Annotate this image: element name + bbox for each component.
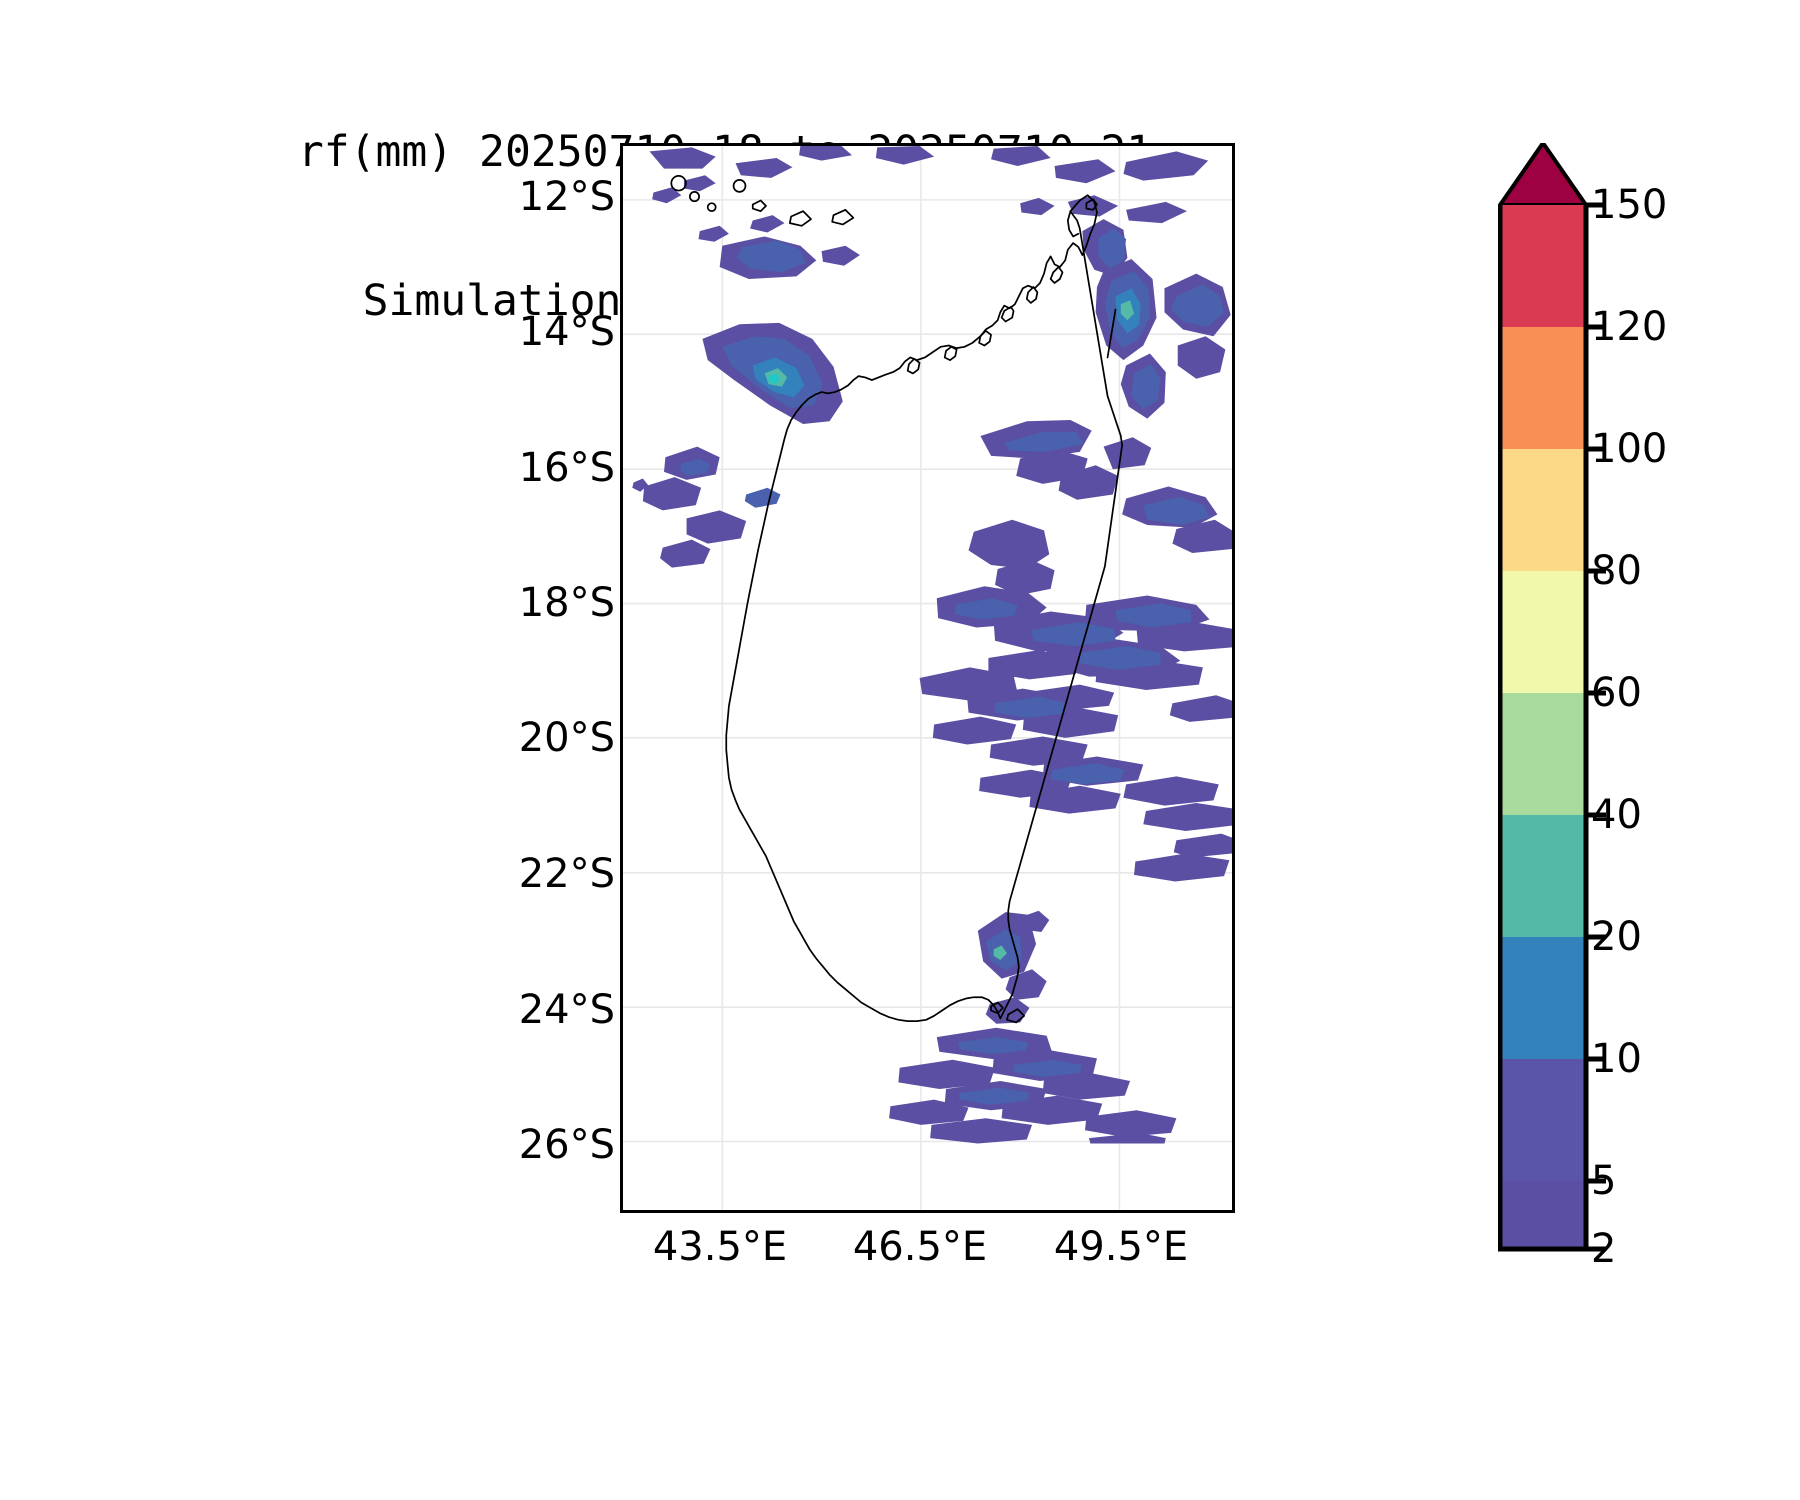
cbar-label-10: 10 bbox=[1591, 1036, 1642, 1082]
cbar-label-20: 20 bbox=[1591, 914, 1642, 960]
ytick-label-14S: 14°S bbox=[518, 309, 615, 355]
ytick-label-18S: 18°S bbox=[518, 580, 615, 626]
cbar-label-120: 120 bbox=[1591, 304, 1668, 350]
cbar-label-2: 2 bbox=[1591, 1226, 1617, 1272]
ytick-label-24S: 24°S bbox=[518, 987, 615, 1033]
xtick-label-49-5E: 49.5°E bbox=[1053, 1224, 1189, 1270]
colorbar[interactable]: 150 120 100 80 60 40 20 10 5 2 bbox=[1498, 143, 1798, 1272]
ytick-label-26S: 26°S bbox=[518, 1122, 615, 1168]
ytick-label-16S: 16°S bbox=[518, 445, 615, 491]
map-axes[interactable] bbox=[620, 143, 1235, 1213]
cbar-label-60: 60 bbox=[1591, 670, 1642, 716]
cbar-label-5: 5 bbox=[1591, 1158, 1617, 1204]
cbar-label-150: 150 bbox=[1591, 182, 1668, 228]
map-plot-area bbox=[623, 146, 1232, 1210]
rain-band-2-5mm bbox=[632, 146, 1232, 1144]
rain-band-40-60mm bbox=[768, 373, 781, 385]
rain-band-5-10mm bbox=[679, 228, 1225, 1105]
xtick-label-46-5E: 46.5°E bbox=[852, 1224, 988, 1270]
colorbar-extend-arrow bbox=[1498, 143, 1588, 207]
ytick-label-22S: 22°S bbox=[518, 851, 615, 897]
xtick-label-43-5E: 43.5°E bbox=[652, 1224, 788, 1270]
map-svg bbox=[623, 146, 1232, 1210]
cbar-label-40: 40 bbox=[1591, 792, 1642, 838]
ytick-label-20S: 20°S bbox=[518, 715, 615, 761]
cbar-label-100: 100 bbox=[1591, 426, 1668, 472]
cbar-label-80: 80 bbox=[1591, 548, 1642, 594]
coastline-madagascar bbox=[670, 175, 1123, 1024]
ytick-label-12S: 12°S bbox=[518, 174, 615, 220]
colorbar-svg bbox=[1498, 143, 1606, 1252]
